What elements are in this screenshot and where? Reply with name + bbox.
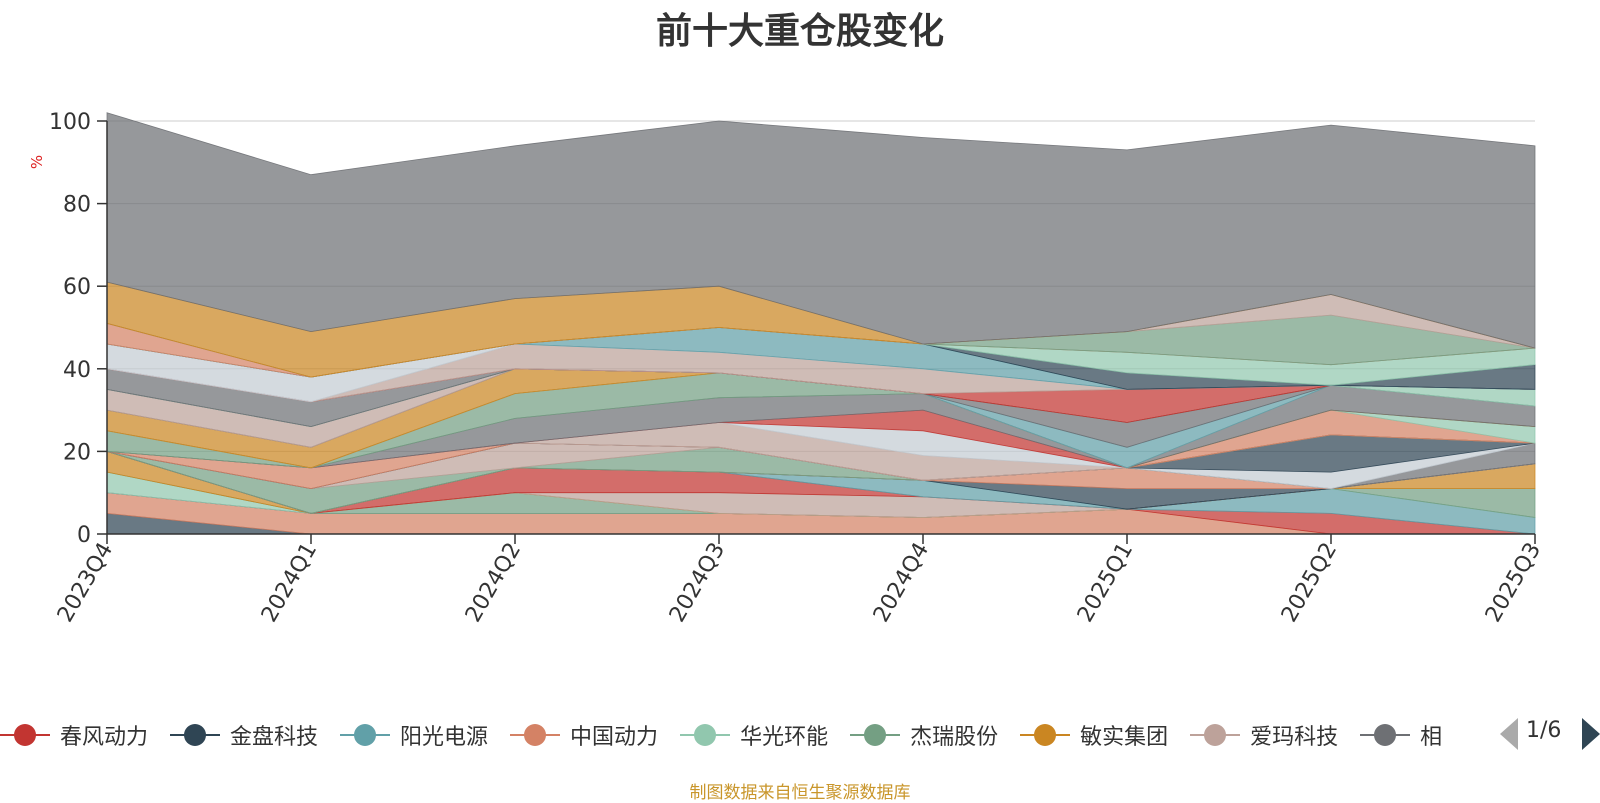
legend-label: 爱玛科技 <box>1250 725 1339 750</box>
x-tick-label: 2025Q2 <box>1277 539 1342 627</box>
legend-item[interactable]: 华光环能 <box>680 710 828 760</box>
legend-item[interactable]: 中国动力 <box>510 710 658 760</box>
legend-label: 春风动力 <box>60 725 149 750</box>
y-tick-label: 40 <box>63 358 91 383</box>
legend-label: 杰瑞股份 <box>910 725 999 750</box>
area-band-42 <box>106 112 1536 349</box>
x-tick-label: 2023Q4 <box>53 539 118 627</box>
y-tick-label: 0 <box>77 523 91 548</box>
legend-item[interactable]: 敏实集团 <box>1020 710 1168 760</box>
legend-label: 金盘科技 <box>230 725 319 750</box>
x-tick-label: 2024Q1 <box>257 539 322 627</box>
chart-title: 前十大重仓股变化 <box>655 11 944 52</box>
legend-item[interactable]: 爱玛科技 <box>1190 710 1338 760</box>
x-tick-label: 2025Q1 <box>1073 539 1138 627</box>
y-tick-label: 60 <box>63 275 91 300</box>
legend-label: 中国动力 <box>570 725 659 750</box>
legend-marker-icon <box>170 722 221 748</box>
legend-item[interactable]: 春风动力 <box>0 710 148 760</box>
y-tick-label: 80 <box>63 193 91 218</box>
legend-pager: 1/6 <box>1496 716 1600 752</box>
legend-marker-icon <box>680 722 731 748</box>
legend-label: 阳光电源 <box>400 725 489 750</box>
legend-label: 敏实集团 <box>1080 725 1169 750</box>
legend-label: 相 <box>1420 725 1443 750</box>
legend-item[interactable]: 相 <box>1360 710 1442 760</box>
legend: 春风动力 金盘科技 阳光电源 中国动力 华光环能 杰瑞股份 敏实集团 爱玛科技 相 <box>0 710 1480 760</box>
legend-item[interactable]: 金盘科技 <box>170 710 318 760</box>
y-axis-label: % <box>28 155 46 169</box>
source-note: 制图数据来自恒生聚源数据库 <box>689 783 911 803</box>
legend-label: 华光环能 <box>740 725 829 750</box>
legend-marker-icon <box>510 722 561 748</box>
x-tick-label: 2024Q3 <box>665 539 730 627</box>
pager-next-icon[interactable] <box>1582 718 1600 750</box>
legend-item[interactable]: 杰瑞股份 <box>850 710 998 760</box>
legend-marker-icon <box>340 722 391 748</box>
x-tick-label: 2024Q2 <box>461 539 526 627</box>
x-tick-label: 2024Q4 <box>869 539 934 627</box>
y-tick-label: 100 <box>49 110 91 135</box>
legend-marker-icon <box>0 722 50 748</box>
pager-page-text: 1/6 <box>1526 718 1562 743</box>
legend-marker-icon <box>1190 722 1241 748</box>
legend-marker-icon <box>1020 722 1071 748</box>
x-tick-label: 2025Q3 <box>1481 539 1546 627</box>
pager-prev-icon[interactable] <box>1500 718 1518 750</box>
legend-marker-icon <box>850 722 901 748</box>
legend-marker-icon <box>1360 722 1411 748</box>
legend-item[interactable]: 阳光电源 <box>340 710 488 760</box>
y-tick-label: 20 <box>63 440 91 465</box>
stacked-area-bands <box>106 112 1536 535</box>
